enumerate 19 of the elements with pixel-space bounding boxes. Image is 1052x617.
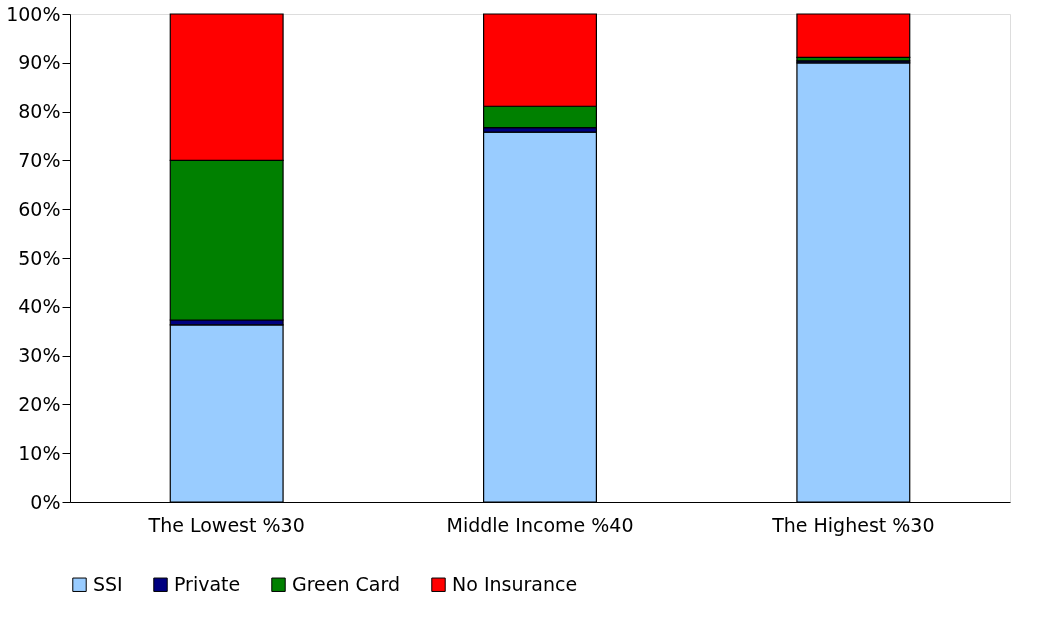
- y-tick-label: 100%: [6, 2, 61, 25]
- legend-label: Private: [174, 572, 241, 595]
- legend-label: Green Card: [292, 572, 401, 595]
- x-tick-label: The Highest %30: [771, 513, 935, 536]
- legend-label: SSI: [93, 572, 123, 595]
- y-tick-label: 90%: [18, 51, 61, 74]
- y-tick-label: 60%: [18, 197, 61, 220]
- legend-label: No Insurance: [452, 572, 578, 595]
- y-tick-label: 80%: [18, 100, 61, 123]
- y-tick-label: 30%: [18, 344, 61, 367]
- y-tick-label: 40%: [18, 295, 61, 318]
- bar: [796, 13, 911, 59]
- y-tick-label: 70%: [18, 148, 61, 171]
- x-tick-label: The Lowest %30: [147, 513, 305, 536]
- y-tick-label: 20%: [18, 392, 61, 415]
- x-tick-label: Middle Income %40: [446, 513, 634, 536]
- y-tick-label: 0%: [30, 490, 61, 513]
- y-tick-label: 50%: [18, 246, 61, 269]
- y-tick-label: 10%: [18, 441, 61, 464]
